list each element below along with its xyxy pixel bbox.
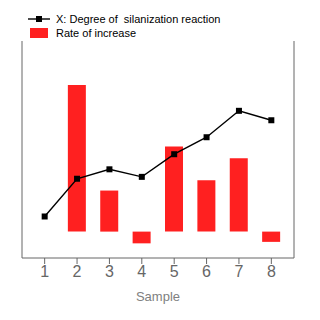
svg-text:Sample: Sample <box>136 289 180 304</box>
html-text:X: Degree of silanization reac: X: Degree of silanization reaction <box>56 13 221 25</box>
svg-text:8: 8 <box>267 263 276 280</box>
svg-text:2: 2 <box>73 263 82 280</box>
svg-text:3: 3 <box>105 263 114 280</box>
svg-text:1: 1 <box>40 263 49 280</box>
html-text:Rate of increase: Rate of increase <box>56 27 137 39</box>
svg-text:7: 7 <box>234 263 243 280</box>
svg-text:5: 5 <box>170 263 179 280</box>
svg-text:4: 4 <box>137 263 146 280</box>
svg-text:6: 6 <box>202 263 211 280</box>
